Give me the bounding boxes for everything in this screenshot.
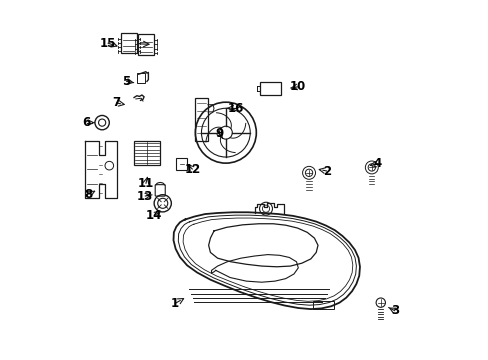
Text: 9: 9 xyxy=(215,127,223,140)
Text: 1: 1 xyxy=(170,297,178,310)
Text: 12: 12 xyxy=(184,163,200,176)
Text: 14: 14 xyxy=(145,210,162,222)
Text: 13: 13 xyxy=(137,190,153,203)
Text: 8: 8 xyxy=(84,188,92,201)
Text: 4: 4 xyxy=(372,157,381,170)
Text: 16: 16 xyxy=(227,102,243,115)
Text: 3: 3 xyxy=(390,305,398,318)
Text: 5: 5 xyxy=(122,75,130,88)
Text: 2: 2 xyxy=(322,165,330,177)
Text: 11: 11 xyxy=(138,177,154,190)
Text: 10: 10 xyxy=(289,80,306,93)
Text: 7: 7 xyxy=(112,96,120,109)
Text: 6: 6 xyxy=(82,116,91,129)
Text: 15: 15 xyxy=(99,36,116,50)
